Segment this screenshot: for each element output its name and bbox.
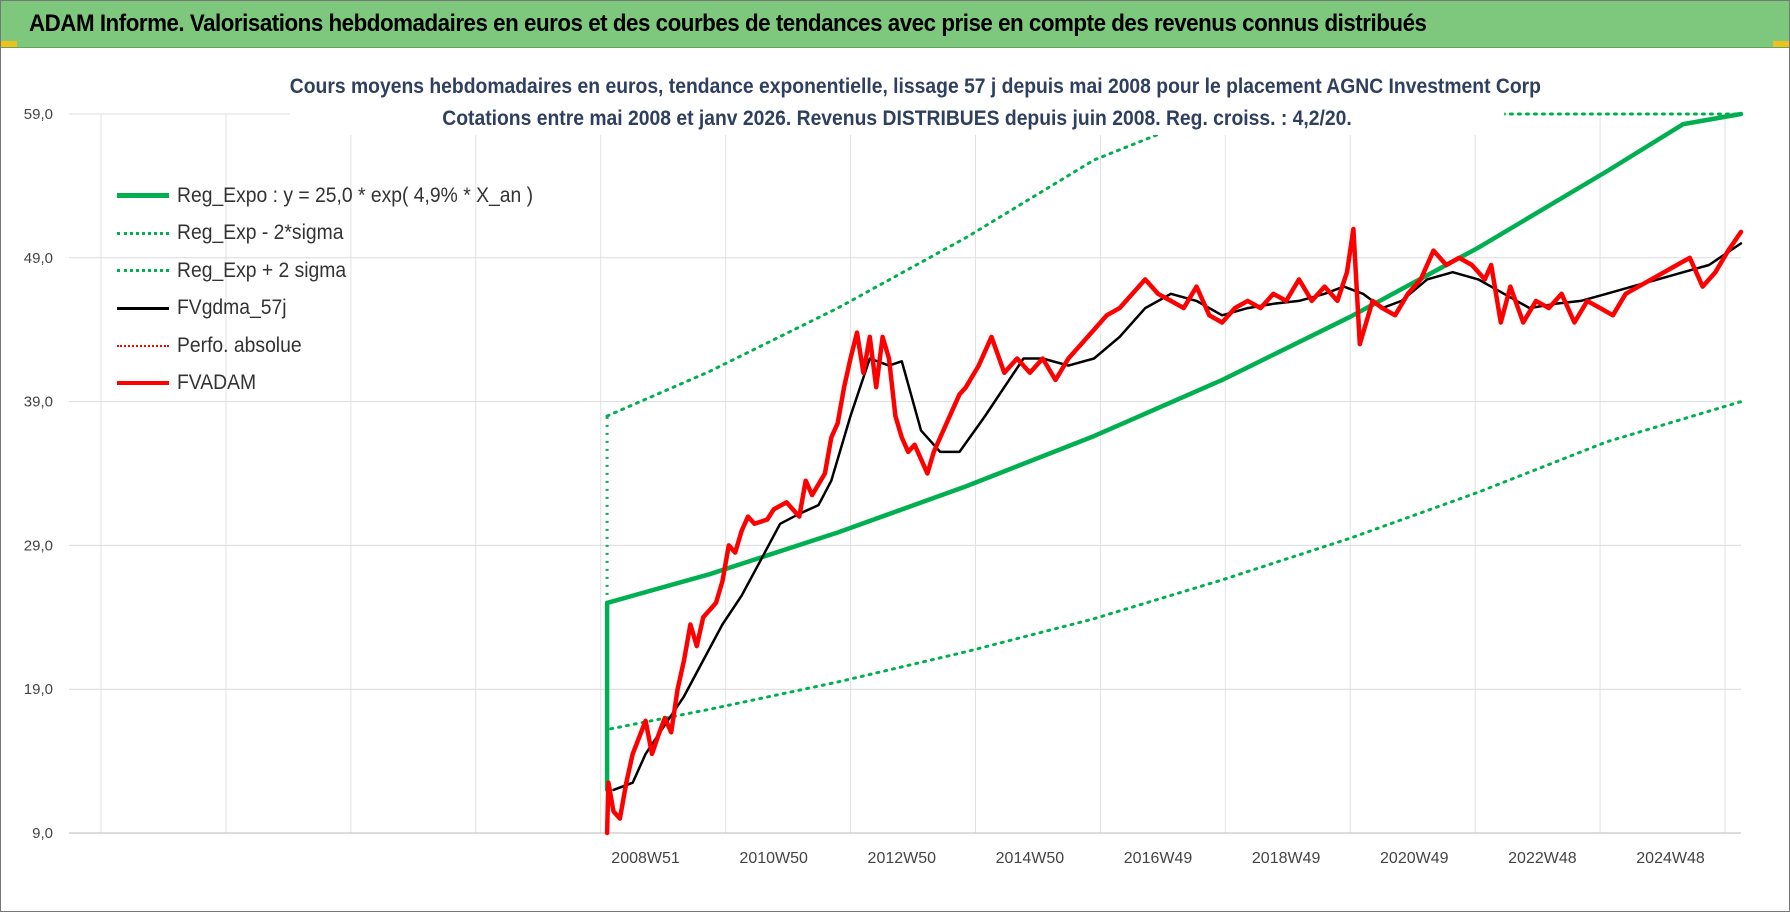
y-tick-label: 19,0 xyxy=(24,681,53,698)
x-tick-label: 2024W48 xyxy=(1636,850,1705,867)
corner-marker xyxy=(1,41,17,47)
legend-label: Perfo. absolue xyxy=(177,333,302,357)
legend-item-fvgdma: FVgdma_57j xyxy=(117,290,564,328)
legend-item-reg-expo: Reg_Expo : y = 25,0 * exp( 4,9% * X_an ) xyxy=(117,177,564,215)
y-tick-label: 39,0 xyxy=(24,394,53,411)
legend-label: Reg_Exp - 2*sigma xyxy=(177,221,344,245)
legend-swatch xyxy=(117,193,169,199)
x-tick-label: 2010W50 xyxy=(739,850,808,867)
series-line-1 xyxy=(605,400,1743,736)
legend-swatch xyxy=(117,344,169,347)
legend-label: Reg_Exp + 2 sigma xyxy=(177,258,347,282)
x-tick-label: 2008W51 xyxy=(611,850,680,867)
line-chart: 9,0 19,0 29,0 39,0 49,0 59,0 2008W51 2010W50 201… xyxy=(24,106,1744,867)
legend-label: FVADAM xyxy=(177,371,257,395)
legend-label: FVgdma_57j xyxy=(177,296,287,320)
series-line-5 xyxy=(604,226,1744,836)
chart-title: Cours moyens hebdomadaires en euros, ten… xyxy=(289,75,1541,98)
y-tick-label: 49,0 xyxy=(24,250,53,267)
legend-item-perfo: Perfo. absolue xyxy=(117,327,564,365)
corner-marker xyxy=(1773,41,1789,47)
x-tick-label: 2016W49 xyxy=(1124,850,1193,867)
y-tick-label: 9,0 xyxy=(32,825,53,842)
x-tick-label: 2012W50 xyxy=(868,850,937,867)
series-line-3 xyxy=(612,242,1743,792)
legend-item-fvadam: FVADAM xyxy=(117,365,564,403)
chart-subtitle: Cotations entre mai 2008 et janv 2026. R… xyxy=(442,107,1352,130)
report-title: ADAM Informe. Valorisations hebdomadaire… xyxy=(29,10,1427,37)
x-tick-label: 2022W48 xyxy=(1508,850,1577,867)
report-banner: ADAM Informe. Valorisations hebdomadaire… xyxy=(1,1,1789,48)
y-tick-label: 59,0 xyxy=(24,106,53,123)
legend-item-reg-exp-minus: Reg_Exp - 2*sigma xyxy=(117,215,564,253)
series-line-2 xyxy=(605,112,1743,418)
y-tick-label: 29,0 xyxy=(24,537,53,554)
legend-item-reg-exp-plus: Reg_Exp + 2 sigma xyxy=(117,252,564,290)
chart-legend: Reg_Expo : y = 25,0 * exp( 4,9% * X_an )… xyxy=(117,177,564,402)
x-tick-label: 2014W50 xyxy=(996,850,1065,867)
legend-swatch xyxy=(117,269,169,273)
legend-swatch xyxy=(117,231,169,235)
legend-swatch xyxy=(117,306,169,310)
x-tick-label: 2020W49 xyxy=(1380,850,1449,867)
x-tick-label: 2018W49 xyxy=(1252,850,1321,867)
legend-label: Reg_Expo : y = 25,0 * exp( 4,9% * X_an ) xyxy=(177,183,534,207)
series-line-0 xyxy=(604,111,1744,793)
legend-swatch xyxy=(117,381,169,386)
chart-title-block: Cours moyens hebdomadaires en euros, ten… xyxy=(289,71,1541,135)
